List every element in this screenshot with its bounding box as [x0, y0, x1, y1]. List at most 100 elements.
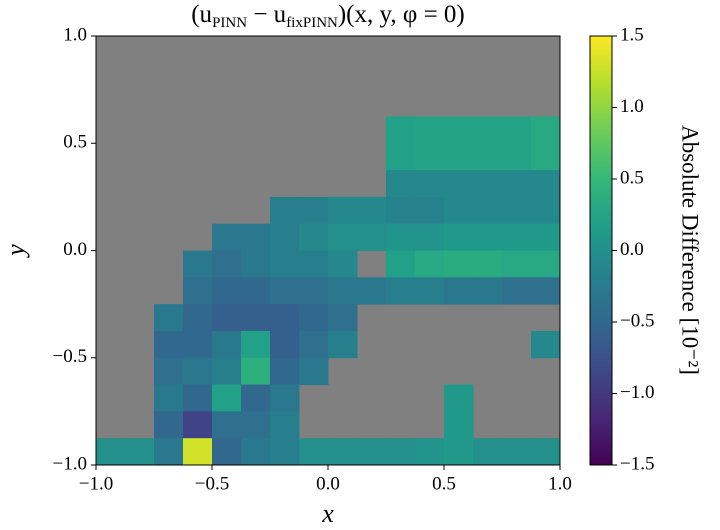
heatmap-cell — [299, 304, 329, 332]
heatmap-cell — [473, 438, 503, 466]
heatmap-cell — [386, 170, 416, 198]
heatmap-cell — [299, 250, 329, 278]
heatmap-cell — [386, 250, 416, 278]
heatmap-cell — [531, 223, 561, 251]
heatmap-cell — [473, 250, 503, 278]
heatmap-cell — [444, 223, 474, 251]
heatmap-cell — [241, 330, 271, 359]
heatmap-cell — [241, 223, 271, 251]
heatmap-cell — [96, 438, 126, 466]
heatmap-cell — [444, 277, 474, 305]
heatmap-cell — [502, 170, 532, 198]
heatmap-cell — [154, 330, 184, 359]
heatmap-cell — [386, 143, 416, 171]
heatmap-cell — [473, 196, 503, 225]
heatmap-cell — [212, 384, 242, 412]
heatmap-cell — [502, 250, 532, 278]
y-tick-label: 1.0 — [63, 24, 87, 45]
heatmap-cell — [154, 357, 184, 386]
heatmap-cell — [183, 277, 213, 305]
heatmap-cell — [270, 196, 300, 225]
y-axis-label: y — [1, 244, 30, 259]
heatmap-cell — [299, 277, 329, 305]
heatmap-cell — [299, 438, 329, 466]
heatmap-cell — [502, 438, 532, 466]
colorbar-tick-label: −0.5 — [620, 310, 654, 331]
heatmap-cell — [531, 277, 561, 305]
colorbar-tick-label: 1.0 — [620, 96, 644, 117]
heatmap-cell — [183, 384, 213, 412]
heatmap-cell — [328, 196, 358, 225]
heatmap-cell — [531, 143, 561, 171]
y-tick-label: 0.0 — [63, 239, 87, 260]
heatmap-cell — [299, 223, 329, 251]
heatmap-cell — [154, 438, 184, 466]
heatmap-cell — [270, 330, 300, 359]
heatmap-cell — [473, 170, 503, 198]
heatmap-cell — [473, 116, 503, 144]
heatmap-cell — [328, 304, 358, 332]
heatmap-cell — [154, 411, 184, 439]
y-tick-label: −0.5 — [53, 346, 87, 367]
heatmap-cell — [444, 116, 474, 144]
heatmap-cell — [502, 196, 532, 225]
heatmap-cell — [415, 116, 445, 144]
x-tick-label: −0.5 — [195, 473, 229, 494]
heatmap-cell — [212, 223, 242, 251]
heatmap-cell — [415, 438, 445, 466]
heatmap-cell — [386, 438, 416, 466]
heatmap-cell — [415, 223, 445, 251]
heatmap-cell — [154, 304, 184, 332]
heatmap-cell — [328, 223, 358, 251]
heatmap-cell — [531, 170, 561, 198]
colorbar-label: Absolute Difference [10⁻²] — [678, 125, 703, 375]
heatmap-cell — [270, 438, 300, 466]
heatmap-cell — [386, 223, 416, 251]
heatmap-cell — [444, 438, 474, 466]
heatmap-cell — [328, 438, 358, 466]
heatmap-cell — [357, 196, 387, 225]
heatmap-cell — [212, 438, 242, 466]
x-axis-label: x — [321, 499, 334, 528]
heatmap-cell — [473, 143, 503, 171]
heatmap-cell — [444, 411, 474, 439]
heatmap-cell — [444, 384, 474, 412]
title-part: (u — [191, 1, 212, 28]
heatmap-cell — [270, 277, 300, 305]
heatmap-cell — [183, 357, 213, 386]
heatmap-cell — [531, 438, 561, 466]
colorbar — [589, 35, 613, 466]
heatmap-cell — [444, 143, 474, 171]
heatmap-cell — [502, 143, 532, 171]
x-tick-label: −1.0 — [79, 473, 113, 494]
heatmap-cell — [183, 411, 213, 439]
x-tick-label: 1.0 — [548, 473, 572, 494]
title-part: fixPINN — [286, 15, 338, 31]
title-part: )(x, y, φ = 0) — [338, 1, 465, 28]
heatmap-cell — [531, 330, 561, 359]
heatmap-cell — [241, 304, 271, 332]
heatmap-cell — [212, 277, 242, 305]
heatmap-cell — [212, 250, 242, 278]
y-tick-label: 0.5 — [63, 132, 87, 153]
heatmap-cell — [299, 196, 329, 225]
heatmap-cell — [415, 170, 445, 198]
heatmap-cell — [415, 196, 445, 225]
heatmap-cell — [357, 277, 387, 305]
heatmap-cell — [241, 411, 271, 439]
heatmap-cell — [386, 116, 416, 144]
heatmap-cell — [415, 277, 445, 305]
heatmap-cell — [212, 304, 242, 332]
heatmap-cell — [357, 438, 387, 466]
heatmap-cell — [270, 357, 300, 386]
heatmap-cell — [212, 330, 242, 359]
colorbar-tick-label: −1.0 — [620, 382, 654, 403]
colorbar-tick-label: 1.5 — [620, 24, 644, 45]
heatmap-cell — [328, 330, 358, 359]
y-tick-label: −1.0 — [53, 453, 87, 474]
colorbar-tick-label: 0.5 — [620, 167, 644, 188]
heatmap-cell — [183, 304, 213, 332]
heatmap-cell — [531, 250, 561, 278]
heatmap-cell — [241, 250, 271, 278]
